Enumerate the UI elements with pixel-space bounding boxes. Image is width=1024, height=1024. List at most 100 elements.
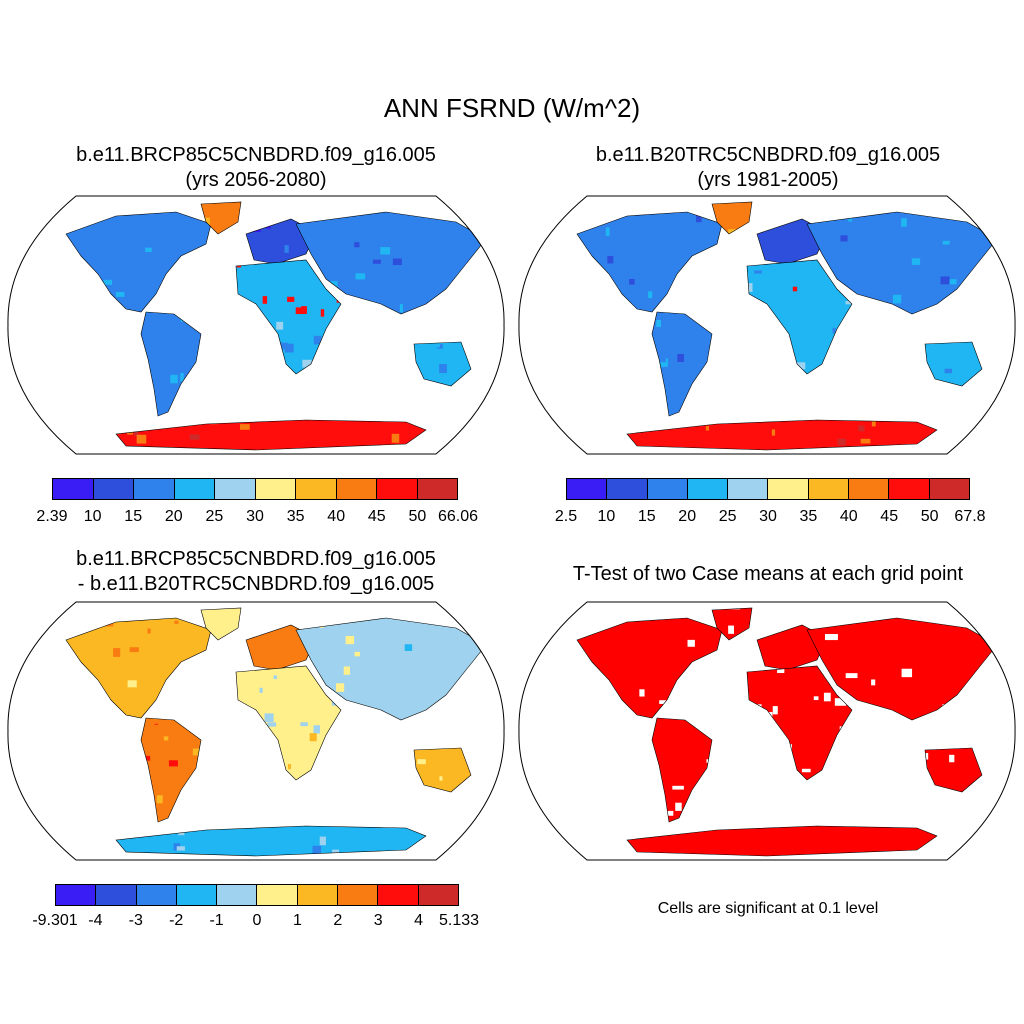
colorbar-label: 0 xyxy=(252,912,262,929)
colorbar-label: 3 xyxy=(373,912,383,929)
colorbar-swatch xyxy=(647,479,688,499)
colorbar-swatch xyxy=(768,479,809,499)
panel-4-title: T-Test of two Case means at each grid po… xyxy=(512,562,1024,587)
coastline-antarctica xyxy=(626,419,938,451)
coastline-antarctica xyxy=(626,825,938,857)
map-region-antarctica xyxy=(627,420,937,450)
coastline-asia xyxy=(806,617,998,721)
colorbar-swatch xyxy=(687,479,729,499)
colorbar-swatch xyxy=(296,479,337,499)
colorbar-label: 2 xyxy=(333,912,343,929)
panel-3-colorbar-labels: -9.301 -4 -3 -2 -1 0 1 2 3 4 5.133 xyxy=(32,912,479,932)
colorbar-label: 20 xyxy=(678,508,697,525)
map-border xyxy=(7,195,505,455)
main-title: ANN FSRND (W/m^2) xyxy=(383,93,641,123)
colorbar-swatch xyxy=(134,479,175,499)
panel-2-title-line1: b.e11.B20TRC5CNBDRD.f09_g16.005 xyxy=(595,144,941,166)
colorbar-swatch xyxy=(808,479,850,499)
coastline-europe xyxy=(756,218,828,265)
colorbar-label: 35 xyxy=(799,508,818,525)
colorbar-swatch xyxy=(378,885,419,905)
colorbar-label: 40 xyxy=(327,508,346,525)
coastline-southAmerica xyxy=(140,717,202,823)
coastline-northAmerica xyxy=(576,617,723,719)
coastline-southAmerica xyxy=(140,311,202,417)
map-border xyxy=(518,601,1016,861)
map-region-europe xyxy=(757,625,827,670)
colorbar-swatch xyxy=(96,885,137,905)
colorbar-label: 45 xyxy=(367,508,386,525)
coastline-africa xyxy=(235,665,342,781)
panel-2-title: b.e11.B20TRC5CNBDRD.f09_g16.005 (yrs 198… xyxy=(512,143,1024,193)
colorbar-label: 15 xyxy=(124,508,143,525)
colorbar-label: 15 xyxy=(637,508,656,525)
panel-2-map-svg xyxy=(518,195,1016,455)
panel-4-map-svg xyxy=(518,601,1016,861)
colorbar-swatch xyxy=(136,885,177,905)
panel-3-map-svg xyxy=(7,601,505,861)
coastline-greenland xyxy=(200,201,242,235)
colorbar-swatch xyxy=(53,479,94,499)
colorbar-label: 10 xyxy=(83,508,102,525)
coastline-northAmerica xyxy=(576,211,723,313)
colorbar-label: -4 xyxy=(88,912,103,929)
colorbar-label: 50 xyxy=(408,508,427,525)
coastline-greenland xyxy=(711,607,753,641)
colorbar-swatch xyxy=(377,479,418,499)
coastline-australia xyxy=(924,747,983,793)
map-region-africa xyxy=(747,260,852,374)
colorbar-swatch xyxy=(728,479,769,499)
panel-1-title-line1: b.e11.BRCP85C5CNBDRD.f09_g16.005 xyxy=(76,144,436,166)
coastline-europe xyxy=(245,218,317,265)
coastline-europe xyxy=(245,624,317,671)
significance-note: Cells are significant at 0.1 level xyxy=(657,900,879,917)
colorbar-swatch xyxy=(257,885,298,905)
panel-1-colorbar xyxy=(52,478,458,500)
colorbar-label: 30 xyxy=(246,508,264,525)
colorbar-label: -3 xyxy=(128,912,143,929)
coastline-asia xyxy=(295,617,487,721)
coastline-australia xyxy=(413,341,472,387)
colorbar-swatch xyxy=(929,479,969,499)
panel-3-title: b.e11.BRCP85C5CNBDRD.f09_g16.005 - b.e11… xyxy=(0,547,512,597)
panel-3-map xyxy=(6,600,506,862)
panel-2-map xyxy=(517,194,1017,456)
panel-2-title-line2: (yrs 1981-2005) xyxy=(697,169,839,191)
colorbar-label: 30 xyxy=(759,508,777,525)
panel-4-map xyxy=(517,600,1017,862)
colorbar-label: 25 xyxy=(718,508,737,525)
colorbar-swatch xyxy=(174,479,215,499)
panel-3-title-line1: b.e11.BRCP85C5CNBDRD.f09_g16.005 xyxy=(76,548,436,570)
panel-4-title-line1: T-Test of two Case means at each grid po… xyxy=(572,563,964,585)
colorbar-swatch xyxy=(849,479,890,499)
colorbar-swatch xyxy=(418,885,458,905)
colorbar-label: 66.06 xyxy=(437,508,479,525)
coastline-greenland xyxy=(711,201,753,235)
colorbar-swatch xyxy=(215,479,256,499)
map-border xyxy=(7,601,505,861)
colorbar-label: 4 xyxy=(414,912,424,929)
panel-1-colorbar-labels: 2.39 10 15 20 25 30 35 40 45 50 66.06 xyxy=(36,508,478,528)
coastline-northAmerica xyxy=(65,617,212,719)
coastline-asia xyxy=(295,211,487,315)
coastline-greenland xyxy=(200,607,242,641)
coastline-southAmerica xyxy=(651,717,713,823)
coastline-europe xyxy=(756,624,828,671)
colorbar-label: 40 xyxy=(839,508,858,525)
colorbar-label: 2.5 xyxy=(554,508,578,525)
colorbar-label: 10 xyxy=(597,508,616,525)
coastline-asia xyxy=(806,211,998,315)
panel-1-map-svg xyxy=(7,195,505,455)
colorbar-swatch xyxy=(607,479,648,499)
colorbar-swatch xyxy=(336,479,377,499)
colorbar-label: 50 xyxy=(920,508,939,525)
colorbar-swatch xyxy=(297,885,339,905)
colorbar-swatch xyxy=(255,479,296,499)
colorbar-label: 25 xyxy=(205,508,224,525)
colorbar-label: 1 xyxy=(292,912,302,929)
coastline-southAmerica xyxy=(651,311,713,417)
colorbar-swatch xyxy=(338,885,379,905)
panel-1-title: b.e11.BRCP85C5CNBDRD.f09_g16.005 (yrs 20… xyxy=(0,143,512,193)
panel-2-colorbar xyxy=(566,478,970,500)
panel-1-map xyxy=(6,194,506,456)
